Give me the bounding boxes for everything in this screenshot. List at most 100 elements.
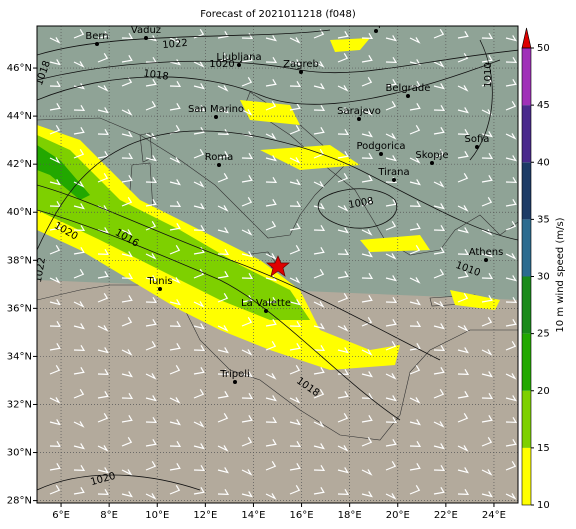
wind-barb xyxy=(265,35,277,42)
wind-barb xyxy=(121,54,133,63)
wind-barb xyxy=(145,318,157,327)
wind-barb xyxy=(217,249,230,255)
wind-barb xyxy=(289,59,301,66)
colorbar-tick-label: 45 xyxy=(537,100,550,111)
isobar-label: 1020 xyxy=(209,59,234,70)
x-tick-label: 20°E xyxy=(386,510,410,521)
wind-barb xyxy=(217,227,229,234)
y-tick-label: 42°N xyxy=(7,159,32,170)
wind-barb xyxy=(193,345,206,351)
event-star xyxy=(266,255,290,277)
wind-barb xyxy=(49,397,61,404)
wind-barb xyxy=(385,57,398,63)
wind-barb xyxy=(313,83,325,90)
wind-barb xyxy=(505,297,518,303)
wind-barb xyxy=(217,52,229,63)
wind-barb xyxy=(457,85,469,92)
wind-barb xyxy=(433,148,445,159)
wind-barb xyxy=(385,297,398,303)
wind-barb xyxy=(241,76,253,87)
wind-barb xyxy=(409,59,421,66)
wind-barb xyxy=(505,57,518,63)
wind-barb xyxy=(457,390,469,399)
wind-barb xyxy=(121,491,133,498)
wind-barb xyxy=(241,316,253,327)
wind-barb xyxy=(145,373,157,380)
colorbar-segment xyxy=(522,447,531,505)
wind-barb xyxy=(481,54,493,63)
wind-barb xyxy=(385,198,397,207)
wind-barb xyxy=(169,441,182,447)
wind-barb xyxy=(73,301,85,308)
city-label: Bern xyxy=(85,31,108,42)
y-tick-label: 32°N xyxy=(7,399,32,410)
wind-barb xyxy=(433,345,446,351)
wind-barb xyxy=(289,364,301,375)
wind-barb xyxy=(73,246,85,255)
wind-barb xyxy=(97,412,109,423)
wind-barb xyxy=(145,493,157,500)
wind-light-green xyxy=(37,135,310,320)
wind-barb xyxy=(289,222,301,231)
wind-barb xyxy=(361,414,373,423)
wind-barb xyxy=(457,270,469,279)
wind-barb xyxy=(457,412,469,423)
wind-barb xyxy=(121,229,133,236)
wind-barb xyxy=(73,421,85,428)
wind-barb xyxy=(169,157,181,164)
wind-barb xyxy=(49,364,61,375)
wind-barb xyxy=(385,395,397,402)
wind-barb xyxy=(433,465,446,471)
wind-barb xyxy=(73,126,85,135)
wind-barb xyxy=(481,371,493,378)
wind-barb xyxy=(169,102,181,111)
x-tick-label: 12°E xyxy=(193,510,217,521)
wind-barb xyxy=(385,100,397,111)
wind-barb xyxy=(217,30,229,39)
wind-barb xyxy=(121,294,133,303)
isobar-label: 1010 xyxy=(483,62,494,87)
wind-barb xyxy=(73,268,85,279)
wind-barb xyxy=(361,76,373,87)
wind-barb xyxy=(433,486,445,495)
wind-barb xyxy=(73,203,85,210)
wind-barb xyxy=(433,246,445,255)
wind-barb xyxy=(361,54,373,63)
wind-barb xyxy=(337,445,349,452)
colorbar-segment xyxy=(522,276,531,334)
wind-barb xyxy=(361,294,373,303)
wind-barb xyxy=(169,179,181,186)
colorbar-tick-label: 40 xyxy=(537,157,550,168)
wind-barb xyxy=(49,37,61,44)
colorbar-segment xyxy=(522,390,531,448)
colorbar-tick-label: 15 xyxy=(537,443,550,454)
wind-barb xyxy=(313,388,325,399)
wind-barb xyxy=(433,126,445,135)
city-label: Tunis xyxy=(146,276,172,287)
wind-barb xyxy=(337,390,349,399)
x-tick-label: 24°E xyxy=(482,510,506,521)
wind-barb xyxy=(169,277,181,284)
wind-barb xyxy=(505,340,517,351)
wind-barb xyxy=(169,201,182,207)
wind-barb xyxy=(457,489,470,495)
city-dot xyxy=(299,70,303,74)
wind-barb xyxy=(97,489,110,495)
wind-barb xyxy=(73,61,85,68)
wind-barb xyxy=(337,325,349,332)
y-tick-label: 44°N xyxy=(7,111,32,122)
cities: Bern Vaduz Budapest Ljubljana Zagreb Belgrade… xyxy=(85,26,503,384)
wind-barb xyxy=(73,345,86,351)
colorbar-extend xyxy=(521,27,532,49)
wind-barb xyxy=(313,421,325,428)
wind-barb xyxy=(433,225,446,231)
city-dot xyxy=(430,161,434,165)
wind-barb xyxy=(361,174,373,183)
wind-barb xyxy=(193,388,205,399)
wind-barb xyxy=(433,203,445,210)
x-tick-label: 22°E xyxy=(434,510,458,521)
wind-barb xyxy=(241,54,253,63)
wind-barb xyxy=(433,105,446,111)
wind-barb xyxy=(265,198,277,207)
